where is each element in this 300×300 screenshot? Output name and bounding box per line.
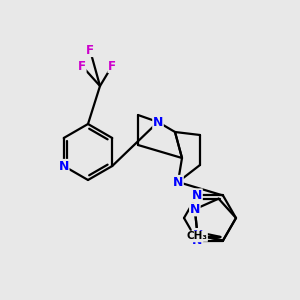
- Text: F: F: [108, 59, 116, 73]
- Text: N: N: [58, 160, 69, 172]
- Text: N: N: [192, 229, 203, 242]
- Text: N: N: [190, 203, 200, 216]
- Text: N: N: [173, 176, 183, 188]
- Text: F: F: [78, 59, 86, 73]
- Text: N: N: [192, 189, 202, 202]
- Text: N: N: [192, 234, 202, 247]
- Text: F: F: [86, 44, 94, 56]
- Text: CH₃: CH₃: [186, 231, 207, 241]
- Text: N: N: [153, 116, 163, 128]
